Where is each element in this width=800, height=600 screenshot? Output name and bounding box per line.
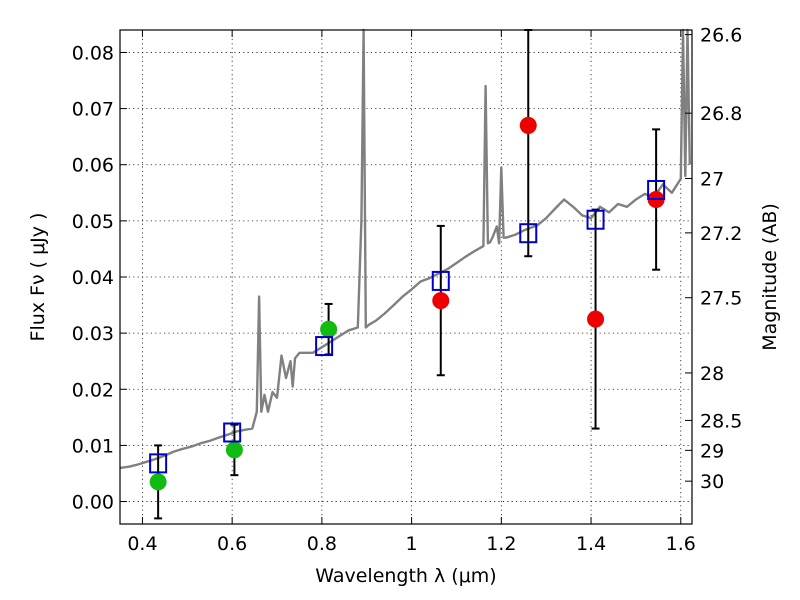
y-tick-label: 0.02 bbox=[72, 379, 114, 401]
red-data-point bbox=[519, 116, 537, 134]
y-tick-labels: 0.00 0.01 0.02 0.03 0.04 0.05 0.06 0.07 0.08 bbox=[72, 42, 114, 513]
right-tick-label: 29 bbox=[700, 440, 724, 462]
y-tick-label: 0.00 bbox=[72, 492, 114, 514]
y-tick-label: 0.03 bbox=[72, 323, 114, 345]
y-tick-label: 0.05 bbox=[72, 211, 114, 233]
model-photometry-square bbox=[519, 223, 538, 244]
x-tick-label: 1.2 bbox=[486, 533, 516, 555]
y-tick-label: 0.06 bbox=[72, 155, 114, 177]
y-tick-label: 0.07 bbox=[72, 99, 114, 121]
red-data-point bbox=[587, 310, 605, 328]
green-data-point bbox=[149, 473, 167, 491]
y-tick-label: 0.08 bbox=[72, 42, 114, 64]
right-tick-label: 28.5 bbox=[700, 410, 742, 432]
model-spectrum bbox=[119, 28, 691, 470]
model-photometry-square bbox=[223, 422, 242, 443]
x-tick-label: 1.4 bbox=[576, 533, 606, 555]
model-photometry-square bbox=[647, 179, 666, 200]
x-tick-labels: 0.4 0.6 0.8 1 1.2 1.4 1.6 bbox=[127, 533, 696, 555]
photometry-markers bbox=[149, 116, 666, 491]
x-axis-label: Wavelength λ (μm) bbox=[315, 565, 496, 587]
x-tick-label: 1.6 bbox=[666, 533, 696, 555]
model-photometry-square bbox=[586, 209, 605, 230]
x-tick-label: 1 bbox=[406, 533, 418, 555]
right-tick-label: 27.5 bbox=[700, 288, 742, 310]
model-photometry-square bbox=[315, 336, 334, 357]
right-tick-label: 26.8 bbox=[700, 103, 742, 125]
model-spectrum-line bbox=[119, 28, 691, 470]
red-data-point bbox=[432, 292, 450, 310]
right-magnitude-tick-labels: 26.6 26.8 27 27.2 27.5 28 28.5 29 30 bbox=[700, 25, 742, 494]
green-data-point bbox=[225, 441, 243, 459]
x-tick-label: 0.6 bbox=[217, 533, 247, 555]
y-tick-label: 0.04 bbox=[72, 267, 114, 289]
green-data-point bbox=[320, 320, 338, 338]
right-tick-label: 26.6 bbox=[700, 25, 742, 47]
model-photometry-square bbox=[149, 453, 168, 474]
y-tick-label: 0.01 bbox=[72, 435, 114, 457]
right-tick-label: 30 bbox=[700, 471, 724, 493]
y-axis-label: Flux Fν ( μJy ) bbox=[27, 213, 49, 342]
right-tick-label: 28 bbox=[700, 363, 724, 385]
right-tick-label: 27.2 bbox=[700, 223, 742, 245]
x-tick-label: 0.8 bbox=[307, 533, 337, 555]
grid-lines bbox=[120, 30, 692, 524]
axis-ticks bbox=[120, 30, 692, 524]
right-tick-label: 27 bbox=[700, 169, 724, 191]
right-axis-label: Magnitude (AB) bbox=[759, 203, 781, 351]
model-photometry-square bbox=[431, 270, 450, 291]
x-tick-label: 0.4 bbox=[127, 533, 157, 555]
